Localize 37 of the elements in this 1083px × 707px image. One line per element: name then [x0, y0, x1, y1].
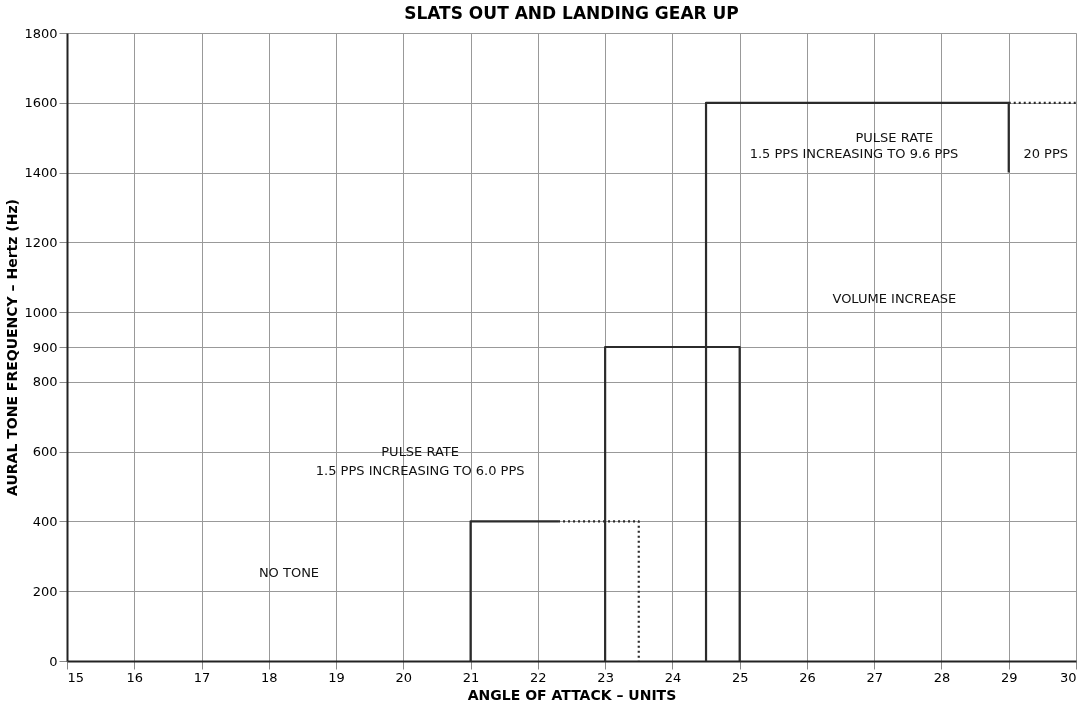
- x-tick-label: 15: [67, 669, 85, 685]
- x-tick-label: 20: [395, 669, 413, 685]
- x-tick-label: 30: [1059, 669, 1077, 685]
- y-tick-label: 200: [32, 583, 58, 599]
- annotation: 1.5 PPS INCREASING TO 9.6 PPS: [749, 145, 959, 161]
- annotation: PULSE RATE: [381, 443, 460, 459]
- x-tick-label: 24: [664, 669, 682, 685]
- x-tick-label: 27: [866, 669, 883, 685]
- y-tick-label: 1800: [24, 25, 58, 41]
- y-tick-label: 800: [32, 374, 58, 390]
- x-tick-label: 16: [126, 669, 144, 685]
- x-tick-label: 21: [462, 669, 480, 685]
- y-tick-label: 1400: [24, 165, 58, 181]
- x-axis-title: ANGLE OF ATTACK – UNITS: [467, 686, 677, 703]
- x-tick-label: 23: [597, 669, 614, 685]
- chart-title: SLATS OUT AND LANDING GEAR UP: [404, 3, 739, 23]
- y-tick-label: 400: [32, 513, 58, 529]
- x-tick-label: 28: [933, 669, 951, 685]
- annotation: 20 PPS: [1023, 145, 1069, 161]
- annotation: VOLUME INCREASE: [832, 291, 957, 307]
- x-tick-label: 17: [193, 669, 211, 685]
- y-tick-label: 1200: [24, 234, 58, 250]
- y-tick-label: 600: [32, 444, 58, 460]
- y-tick-label: 1000: [24, 304, 58, 320]
- x-tick-label: 26: [799, 669, 816, 685]
- x-tick-label: 22: [530, 669, 547, 685]
- annotation: PULSE RATE: [855, 129, 934, 145]
- y-axis-title: AURAL TONE FREQUENCY – Hertz (Hz): [4, 199, 21, 496]
- x-tick-label: 18: [261, 669, 278, 685]
- x-tick-label: 29: [1000, 669, 1018, 685]
- x-tick-label: 19: [328, 669, 345, 685]
- x-tick-label: 25: [731, 669, 749, 685]
- y-tick-label: 0: [49, 653, 58, 669]
- annotation: 1.5 PPS INCREASING TO 6.0 PPS: [315, 462, 525, 478]
- y-tick-label: 900: [32, 339, 58, 355]
- y-tick-label: 1600: [24, 95, 58, 111]
- annotation: NO TONE: [258, 565, 320, 581]
